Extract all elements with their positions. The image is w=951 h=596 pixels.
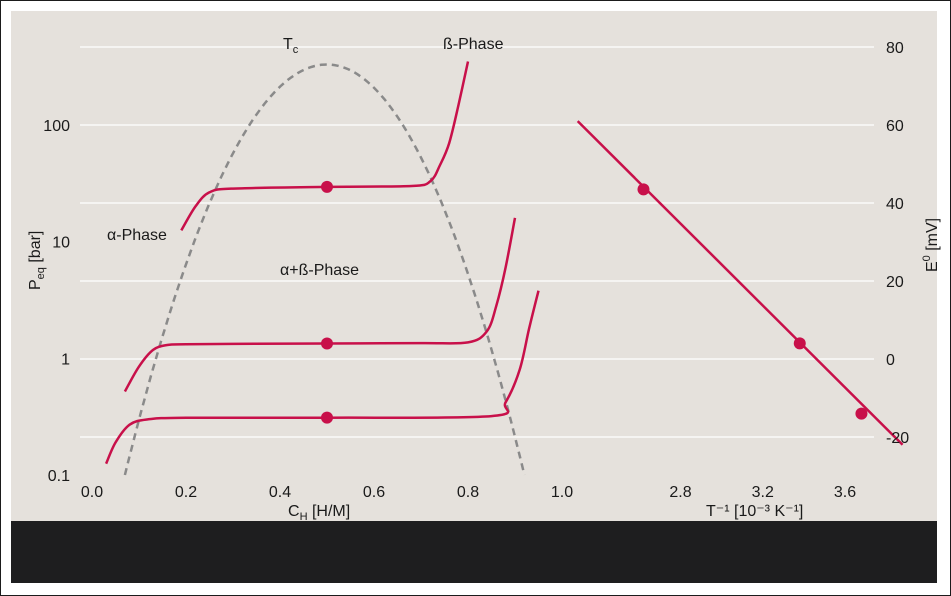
vant-hoff-point [793, 337, 806, 350]
vant-hoff-line [576, 120, 904, 446]
x-tick-label: 0.4 [269, 484, 291, 501]
x-tick-label: 0.2 [175, 484, 197, 501]
x-tick-label: 0.8 [457, 484, 479, 501]
x-tick-label: 0.6 [363, 484, 385, 501]
left-y-tick-label: 0.1 [48, 468, 70, 485]
right-y-tick-label: -20 [886, 430, 909, 447]
x-tick-label: 0.0 [81, 484, 103, 501]
isotherm-line [104, 290, 540, 465]
footer-bar [11, 521, 937, 583]
right-y-tick-label: 0 [886, 352, 895, 369]
left-y-tick-label: 1 [61, 351, 70, 368]
left-y-axis-label: Peq [bar] [27, 231, 47, 290]
right-y-tick-label: 20 [886, 274, 904, 291]
right-x-tick-label: 2.8 [669, 484, 691, 501]
right-x-tick-label: 3.6 [834, 484, 856, 501]
right-y-tick-label: 40 [886, 196, 904, 213]
vant-hoff-point [855, 407, 868, 420]
chart-panel [11, 11, 937, 521]
left-x-axis-label: CH [H/M] [288, 503, 350, 523]
alpha-phase-label: α-Phase [107, 227, 167, 244]
right-y-tick-label: 60 [886, 118, 904, 135]
right-x-tick-label: 3.2 [752, 484, 774, 501]
plateau-point [321, 337, 333, 350]
tc-label: Tc [283, 36, 299, 56]
dome-dashed-line [123, 63, 526, 476]
plateau-point [321, 411, 333, 424]
right-y-tick-label: 80 [886, 40, 904, 57]
left-y-tick-label: 100 [43, 118, 70, 135]
vant-hoff-line [576, 120, 904, 446]
right-x-axis-label: T⁻¹ [10⁻³ K⁻¹] [706, 503, 803, 520]
isotherm-line [123, 217, 517, 393]
x-tick-label: 1.0 [551, 484, 573, 501]
grid-lines [80, 46, 874, 438]
mixed-phase-label: α+ß-Phase [280, 262, 359, 279]
left-y-tick-label: 10 [52, 235, 70, 252]
isotherm-line [180, 61, 470, 232]
miscibility-dome [123, 63, 526, 476]
tick-labels: 0.0 0.2 0.4 0.6 0.8 1.0 0.1 1 10 100 2.8 3.2 3.6 80 60… [43, 40, 909, 501]
beta-phase-label: ß-Phase [443, 36, 504, 53]
vant-hoff-point [637, 183, 650, 196]
right-y-axis-label: E0 [mV] [921, 218, 941, 272]
plateau-point [321, 180, 333, 193]
data-points [321, 180, 868, 424]
